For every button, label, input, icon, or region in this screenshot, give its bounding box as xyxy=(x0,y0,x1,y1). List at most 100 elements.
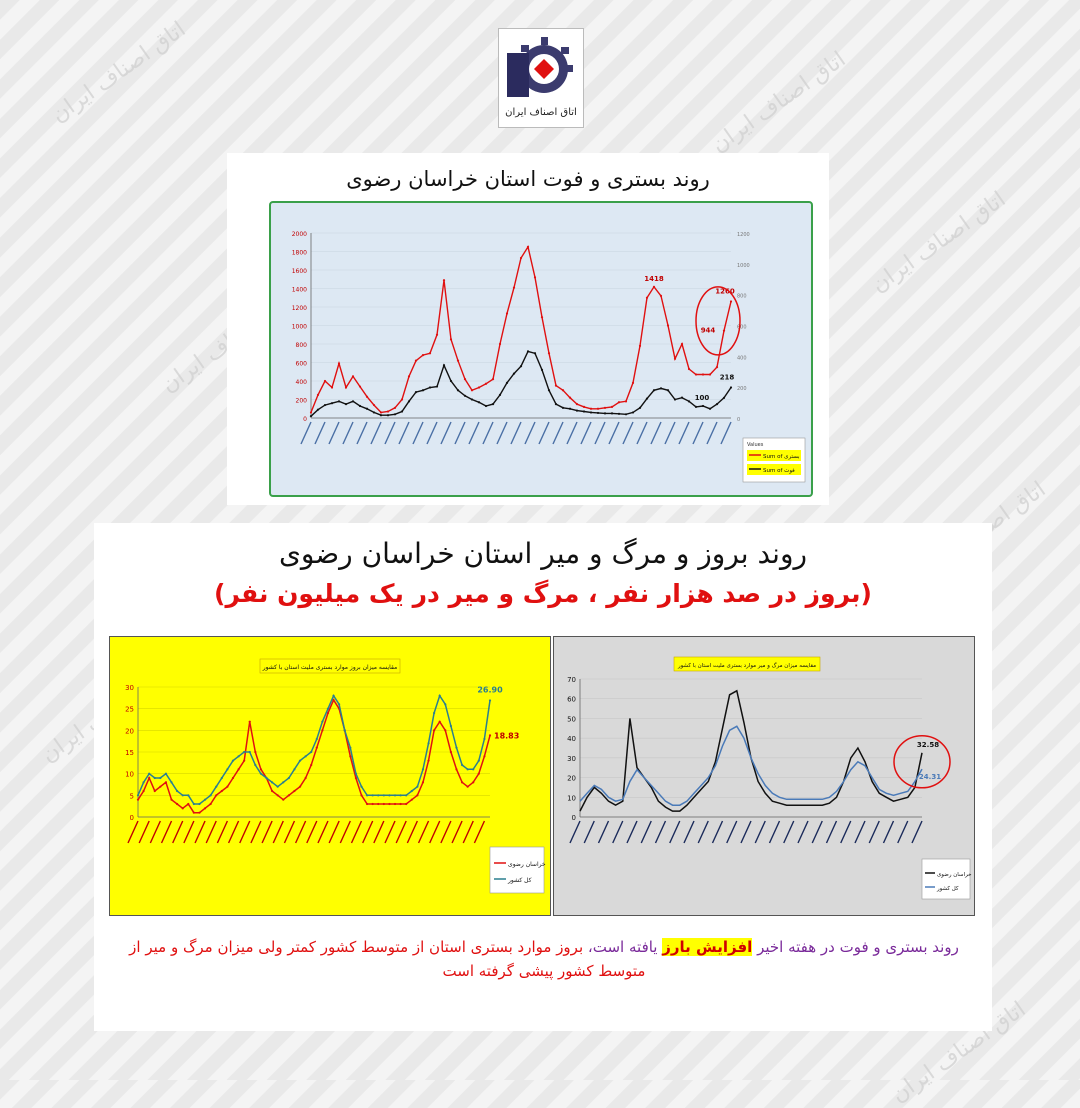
data-point xyxy=(315,737,318,741)
data-point xyxy=(666,324,670,327)
x-tick-mark xyxy=(172,820,184,844)
x-tick-mark xyxy=(569,820,581,844)
data-point xyxy=(533,352,537,355)
y-tick-label: 30 xyxy=(125,684,134,692)
data-point xyxy=(603,406,607,409)
data-point xyxy=(136,794,140,797)
x-tick-mark xyxy=(911,820,923,844)
watermark: اتاق اصناف ایران xyxy=(867,187,1011,298)
legend-item-bg xyxy=(747,464,801,475)
data-point xyxy=(421,781,425,784)
data-point xyxy=(237,768,240,771)
logo: اتاق اصناف ایران xyxy=(498,28,584,128)
x-tick-mark xyxy=(626,820,638,844)
data-point xyxy=(540,368,544,371)
data-point xyxy=(708,373,712,376)
data-point xyxy=(519,256,523,260)
data-point xyxy=(505,312,509,315)
data-point xyxy=(332,694,335,697)
data-point xyxy=(455,746,458,749)
highlight-circle xyxy=(893,735,951,789)
data-point xyxy=(187,802,190,806)
data-point xyxy=(159,785,162,788)
data-point xyxy=(526,245,530,248)
panel2-title: روند بروز و مرگ و میر استان خراسان رضوی xyxy=(278,537,808,570)
x-tick-mark xyxy=(524,421,536,445)
data-point xyxy=(181,794,184,797)
data-point xyxy=(148,776,151,780)
data-point xyxy=(421,389,425,392)
data-point xyxy=(483,755,486,758)
x-tick-mark xyxy=(138,820,150,844)
data-point xyxy=(270,789,274,793)
data-point xyxy=(694,373,698,376)
data-point xyxy=(304,755,307,758)
data-point xyxy=(512,286,516,289)
data-label: 32.58 xyxy=(917,741,939,749)
data-point xyxy=(722,396,726,399)
data-point xyxy=(449,750,452,754)
data-point xyxy=(215,794,218,797)
data-label: 218 xyxy=(720,373,735,381)
data-point xyxy=(270,781,274,784)
data-point xyxy=(416,794,419,797)
data-label: 24.31 xyxy=(919,773,941,781)
watermark: اتاق اصناف ایران xyxy=(47,17,191,128)
x-tick-mark xyxy=(342,421,354,445)
data-point xyxy=(326,707,330,710)
data-point xyxy=(410,798,413,801)
data-point xyxy=(379,411,383,414)
data-point xyxy=(343,729,346,732)
data-point xyxy=(624,400,628,403)
y-tick-label: 400 xyxy=(296,379,308,386)
data-point xyxy=(282,781,285,784)
data-point xyxy=(498,393,502,396)
data-point xyxy=(701,404,705,408)
data-point xyxy=(231,776,235,780)
legend-label: کل کشور xyxy=(936,885,959,892)
data-point xyxy=(582,405,586,408)
data-point xyxy=(466,785,469,788)
data-point xyxy=(477,401,481,404)
data-point xyxy=(645,296,649,299)
data-point xyxy=(159,776,162,780)
series-line-1 xyxy=(579,725,923,806)
data-point xyxy=(226,768,229,771)
x-tick-mark xyxy=(339,820,351,844)
x-tick-mark xyxy=(840,820,852,844)
data-point xyxy=(243,750,246,754)
data-label: 100 xyxy=(695,394,710,402)
x-tick-mark xyxy=(429,820,441,844)
data-point xyxy=(631,381,635,384)
chart1-frame: 0 200 400 600 800 1000 1200 1400 1600 1800 2000 0 20… xyxy=(269,201,813,497)
data-point xyxy=(377,794,380,797)
y-tick-label: 800 xyxy=(296,342,308,349)
data-point xyxy=(617,412,621,415)
x-tick-mark xyxy=(510,421,522,445)
caption: روند بستری و فوت در هفته اخیر افزایش بار… xyxy=(114,935,974,983)
y-tick-label: 1400 xyxy=(292,287,307,294)
data-point xyxy=(442,364,446,367)
data-point xyxy=(358,404,362,408)
data-point xyxy=(304,776,307,780)
y-tick-label: 20 xyxy=(567,775,576,783)
x-tick-mark xyxy=(261,820,273,844)
data-point xyxy=(393,802,397,806)
data-point xyxy=(488,699,492,702)
y2-tick-label: 800 xyxy=(737,294,747,300)
data-point xyxy=(287,776,290,780)
data-point xyxy=(360,794,363,797)
x-tick-mark xyxy=(468,421,480,445)
data-label: 26.90 xyxy=(477,685,503,694)
data-point xyxy=(326,711,330,715)
data-point xyxy=(382,794,385,797)
data-point xyxy=(351,400,355,403)
data-label: 18.83 xyxy=(494,731,519,740)
y-tick-label: 5 xyxy=(130,792,134,800)
x-tick-mark xyxy=(482,421,494,445)
panel2-subtitle: (بروز در صد هزار نفر ، مرگ و میر در یک م… xyxy=(214,579,872,608)
data-point xyxy=(472,781,475,784)
data-point xyxy=(488,734,492,737)
x-tick-mark xyxy=(160,820,173,844)
x-tick-mark xyxy=(272,820,284,844)
